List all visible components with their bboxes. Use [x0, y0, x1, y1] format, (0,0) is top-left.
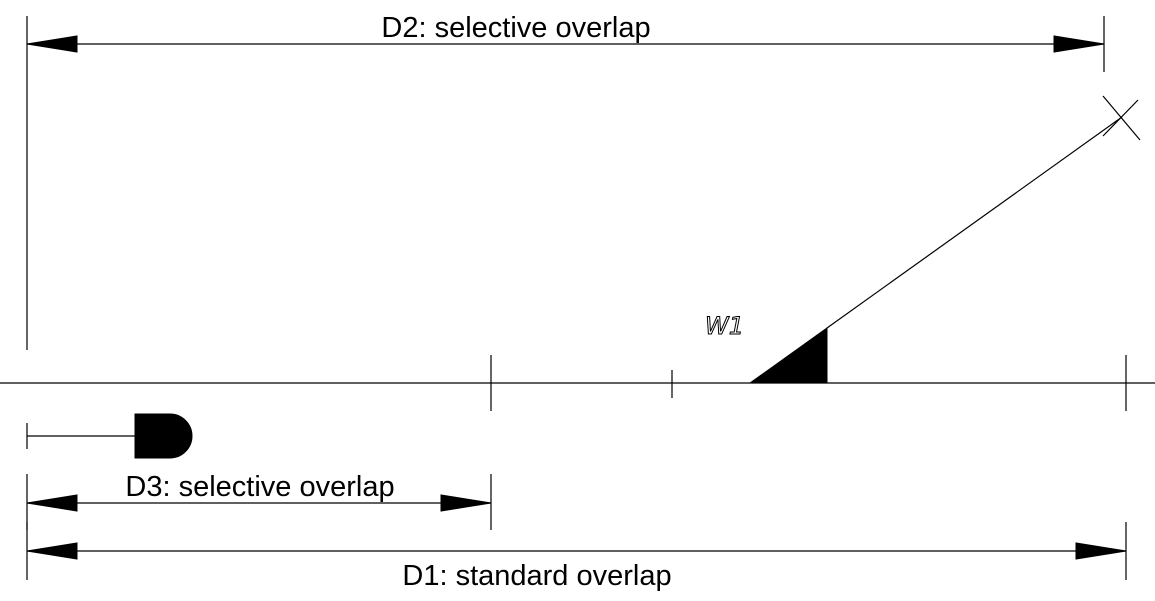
- signal-head-icon: [134, 413, 193, 459]
- d2-label: D2: selective overlap: [381, 12, 650, 44]
- d3-arrowhead-right: [440, 494, 492, 512]
- diverging-end-cross-b: [1102, 99, 1139, 137]
- d1-arrowhead-left: [26, 542, 78, 560]
- switch-label: W1: [705, 312, 744, 340]
- d3-label: D3: selective overlap: [125, 471, 394, 503]
- d1-arrowhead-right: [1075, 542, 1127, 560]
- switch-frog-wedge: [748, 327, 828, 384]
- d2-arrowhead-left: [26, 35, 78, 53]
- diverging-end-cross-a: [1102, 95, 1141, 141]
- d1-label: D1: standard overlap: [402, 560, 671, 592]
- d3-arrowhead-left: [26, 494, 78, 512]
- d2-arrowhead-right: [1053, 35, 1105, 53]
- diverging-track-line: [826, 116, 1123, 329]
